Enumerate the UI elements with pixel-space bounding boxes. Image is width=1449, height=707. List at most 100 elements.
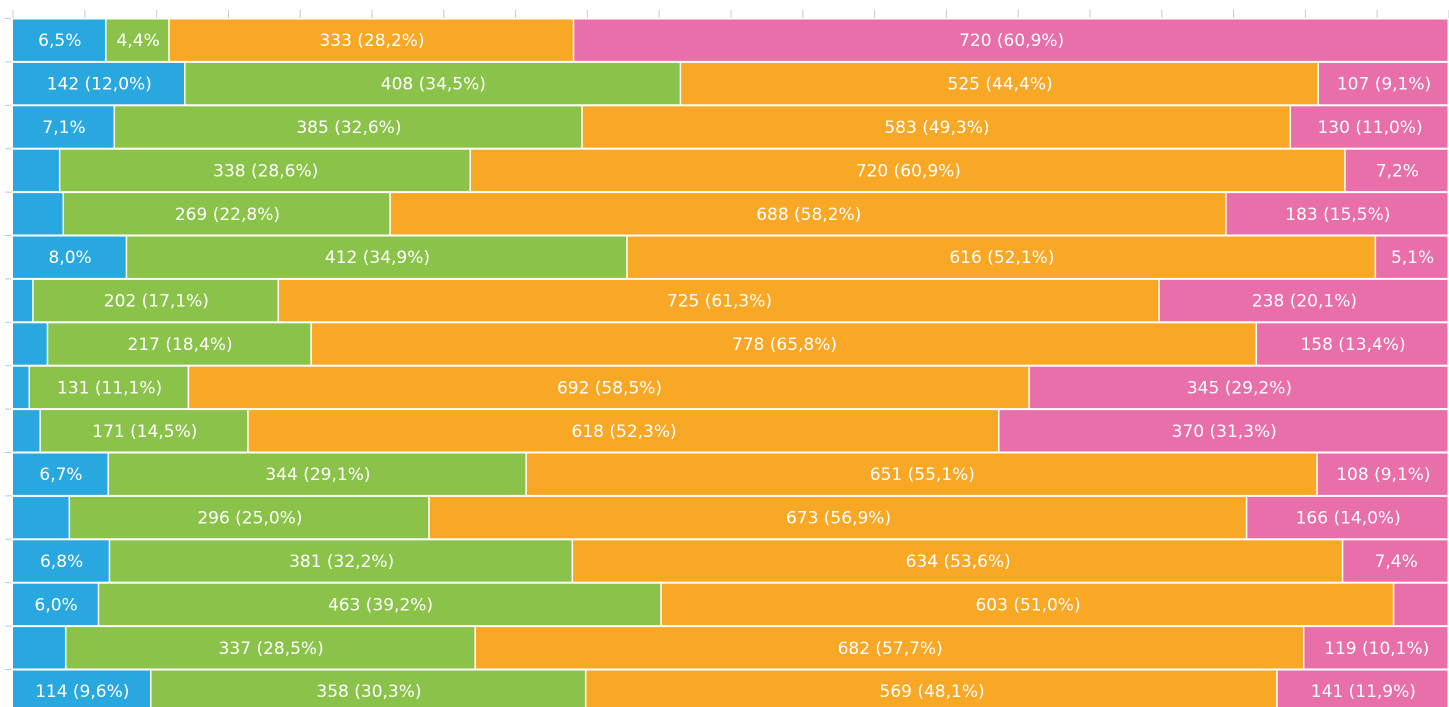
data-label: 408 (34,5%) [381,75,486,95]
bar-segment [13,410,40,452]
bar-segment [110,540,572,582]
bar-segment [1345,149,1448,192]
bar-segment [13,453,108,495]
data-label: 634 (53,6%) [906,552,1011,572]
bar-segment [1317,453,1448,495]
data-label: 6,8% [40,552,83,572]
data-label: 217 (18,4%) [127,335,232,355]
bar-segment [13,670,150,707]
bar-segment [1029,366,1448,409]
bar-segment [13,279,33,322]
bar-segment [64,193,390,235]
data-label: 358 (30,3%) [316,682,421,702]
bar-segment [1343,540,1448,582]
bar-segment [13,106,114,148]
bar-segment [13,62,185,105]
data-label: 381 (32,2%) [289,552,394,572]
data-label: 269 (22,8%) [175,205,280,225]
bar-segment [13,323,47,365]
bar-segment [999,410,1448,452]
data-label: 114 (9,6%) [35,682,129,702]
bar-segment [573,540,1342,582]
bar-segment [681,62,1318,105]
bar-segment [13,496,69,539]
data-label: 171 (14,5%) [92,422,197,442]
bar-segment [1291,106,1448,148]
bar-segment [99,583,661,626]
bar-segment [127,236,627,278]
data-label: 616 (52,1%) [949,248,1054,268]
bar-segment [390,193,1226,235]
bar-segment [1319,62,1448,105]
data-label: 463 (39,2%) [328,595,433,615]
bar-segment [574,19,1448,61]
bar-segment [526,453,1317,495]
data-label: 166 (14,0%) [1296,509,1401,529]
data-label: 370 (31,3%) [1172,422,1277,442]
bar-segment [248,410,998,452]
bar-segment [586,670,1277,707]
bar-segment [1257,323,1448,365]
bar-segment [60,149,470,192]
data-label: 107 (9,1%) [1337,75,1431,95]
bar-segment [13,236,126,278]
data-label: 344 (29,1%) [265,465,370,485]
bar-segment [429,496,1246,539]
data-label: 338 (28,6%) [213,161,318,181]
bar-segment [33,279,278,322]
bar-segment [661,583,1393,626]
data-label: 720 (60,9%) [856,161,961,181]
data-label: 6,5% [38,31,81,51]
bar-segment [13,19,106,61]
data-label: 688 (58,2%) [756,205,861,225]
data-label: 141 (11,9%) [1311,682,1416,702]
bar-segment [13,366,29,409]
bar-segment [13,193,63,235]
data-label: 7,4% [1375,552,1418,572]
data-label: 778 (65,8%) [732,335,837,355]
data-label: 6,0% [35,595,78,615]
data-label: 238 (20,1%) [1252,292,1357,312]
data-label: 183 (15,5%) [1285,205,1390,225]
bar-segment [30,366,188,409]
bar-segment [13,540,109,582]
data-label: 202 (17,1%) [104,292,209,312]
bar-segment [1277,670,1448,707]
bar-segment [151,670,585,707]
data-label: 673 (56,9%) [786,509,891,529]
data-label: 4,4% [117,31,160,51]
data-label: 108 (9,1%) [1336,465,1430,485]
data-label: 6,7% [39,465,82,485]
data-label: 7,1% [42,118,85,138]
bar-segment [1159,279,1448,322]
data-label: 130 (11,0%) [1317,118,1422,138]
data-label: 296 (25,0%) [197,509,302,529]
bar-segment [1304,627,1448,669]
bar-segment [1376,236,1448,278]
bar-segment [169,19,573,61]
data-label: 142 (12,0%) [47,75,152,95]
bar-segment [627,236,1375,278]
bar-segment [13,583,98,626]
data-label: 525 (44,4%) [948,75,1053,95]
bar-segment [13,627,65,669]
data-label: 158 (13,4%) [1300,335,1405,355]
bar-segment [475,627,1303,669]
data-label: 333 (28,2%) [319,31,424,51]
data-label: 5,1% [1391,248,1434,268]
bar-segment [311,323,1256,365]
bar-segment [40,410,248,452]
bar-segment [1394,583,1448,626]
bar-segment [66,627,475,669]
bar-segment [471,149,1345,192]
data-label: 603 (51,0%) [975,595,1080,615]
data-label: 682 (57,7%) [838,639,943,659]
bar-segment [582,106,1290,148]
data-label: 131 (11,1%) [57,378,162,398]
data-label: 7,2% [1376,161,1419,181]
data-label: 412 (34,9%) [325,248,430,268]
data-label: 692 (58,5%) [557,378,662,398]
bar-segment [115,106,582,148]
